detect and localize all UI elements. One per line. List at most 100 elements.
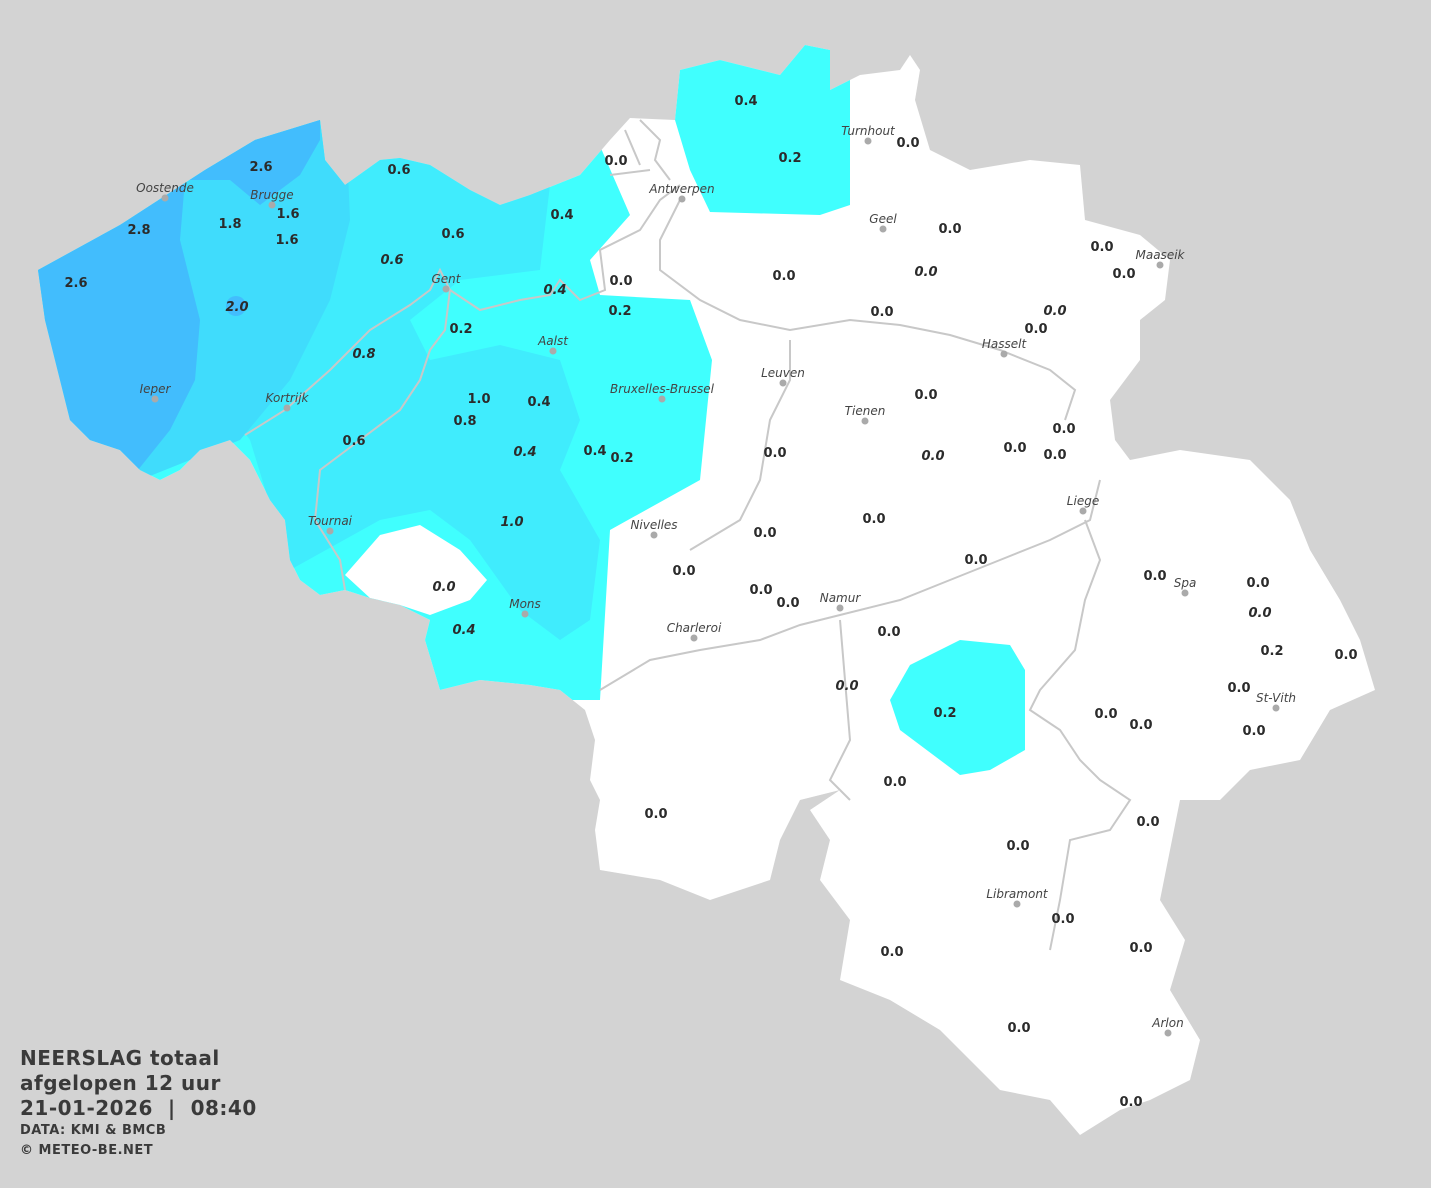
station-value: 0.0: [1248, 606, 1271, 621]
city-marker: [442, 285, 450, 293]
city-marker: [690, 634, 698, 642]
station-value: 1.6: [275, 233, 298, 248]
city-label: Nivelles: [630, 518, 677, 532]
city-label: Arlon: [1151, 1016, 1183, 1030]
station-value: 0.2: [608, 304, 631, 319]
city-marker: [650, 531, 658, 539]
station-value: 0.2: [778, 151, 801, 166]
city-marker: [836, 604, 844, 612]
city-marker: [1272, 704, 1280, 712]
station-value: 0.0: [672, 564, 695, 579]
legend-datetime: 21-01-2026 | 08:40: [20, 1096, 257, 1120]
city-label: Spa: [1174, 576, 1197, 590]
city-label: Charleroi: [667, 621, 722, 635]
station-value: 0.0: [1043, 304, 1066, 319]
city-marker: [161, 194, 169, 202]
map-legend: NEERSLAG totaal afgelopen 12 uur 21-01-2…: [20, 1046, 257, 1161]
station-value: 2.6: [249, 160, 272, 175]
city-marker: [1000, 350, 1008, 358]
station-value: 2.8: [127, 223, 150, 238]
city-label: Namur: [820, 591, 862, 605]
station-value: 0.4: [452, 623, 475, 638]
station-value: 0.4: [543, 283, 566, 298]
city-marker: [658, 395, 666, 403]
station-value: 0.0: [877, 625, 900, 640]
station-value: 0.4: [550, 208, 573, 223]
station-value: 0.0: [1051, 912, 1074, 927]
station-value: 0.0: [870, 305, 893, 320]
city-label: St-Vith: [1256, 691, 1296, 705]
city-labels: Oostende Brugge Gent Antwerpen Turnhout Geel M…: [136, 124, 1296, 1037]
city-label: Tienen: [845, 404, 886, 418]
city-marker: [283, 404, 291, 412]
station-value: 0.0: [763, 446, 786, 461]
station-value: 0.0: [964, 553, 987, 568]
city-marker: [864, 137, 872, 145]
station-value: 0.6: [387, 163, 410, 178]
station-value: 0.4: [734, 94, 757, 109]
station-value: 0.6: [441, 227, 464, 242]
legend-source: DATA: KMI & BMCB: [20, 1123, 167, 1138]
city-marker: [1013, 900, 1021, 908]
station-value: 0.8: [352, 347, 375, 362]
city-label: Hasselt: [982, 337, 1028, 351]
station-value: 0.0: [1136, 815, 1159, 830]
station-value: 0.0: [1112, 267, 1135, 282]
city-label: Maaseik: [1136, 248, 1186, 262]
station-value: 0.0: [1094, 707, 1117, 722]
city-label: Bruxelles-Brussel: [610, 382, 715, 396]
station-value: 0.0: [1227, 681, 1250, 696]
station-value: 0.0: [1334, 648, 1357, 663]
city-label: Kortrijk: [266, 391, 310, 405]
station-value: 0.0: [880, 945, 903, 960]
station-value: 0.0: [1006, 839, 1029, 854]
city-label: Oostende: [136, 181, 194, 195]
city-marker: [861, 417, 869, 425]
city-label: Gent: [432, 272, 462, 286]
city-marker: [879, 225, 887, 233]
station-value: 0.0: [1242, 724, 1265, 739]
station-value: 0.2: [449, 322, 472, 337]
station-value: 0.2: [933, 706, 956, 721]
station-value: 1.8: [218, 217, 241, 232]
station-value: 0.6: [380, 253, 403, 268]
station-value: 0.0: [609, 274, 632, 289]
station-value: 0.0: [776, 596, 799, 611]
station-value: 0.4: [527, 395, 550, 410]
city-marker: [1181, 589, 1189, 597]
station-value: 0.0: [432, 580, 455, 595]
station-values: 2.6 2.8 2.6 1.8 1.6 1.6 2.0 0.6 0.6 0.6 0.4 0.0 0.4 0…: [64, 94, 1357, 1110]
city-marker: [1079, 507, 1087, 515]
city-marker: [151, 395, 159, 403]
station-value: 0.6: [342, 434, 365, 449]
station-value: 1.0: [467, 392, 490, 407]
city-label: Aalst: [537, 334, 569, 348]
city-marker: [549, 347, 557, 355]
station-value: 0.0: [772, 269, 795, 284]
station-value: 0.0: [921, 449, 944, 464]
city-marker: [326, 527, 334, 535]
station-value: 0.0: [1007, 1021, 1030, 1036]
city-marker: [779, 379, 787, 387]
station-value: 0.0: [1043, 448, 1066, 463]
station-value: 0.0: [914, 265, 937, 280]
station-value: 2.6: [64, 276, 87, 291]
station-value: 0.8: [453, 414, 476, 429]
station-value: 0.4: [513, 445, 536, 460]
city-label: Ieper: [140, 382, 172, 396]
city-label: Turnhout: [841, 124, 896, 138]
station-value: 0.0: [644, 807, 667, 822]
station-value: 0.0: [1143, 569, 1166, 584]
station-value: 1.0: [500, 515, 523, 530]
station-value: 1.6: [276, 207, 299, 222]
station-value: 0.0: [938, 222, 961, 237]
city-label: Liege: [1067, 494, 1099, 508]
legend-period: afgelopen 12 uur: [20, 1071, 221, 1095]
city-label: Geel: [869, 212, 897, 226]
station-value: 0.2: [1260, 644, 1283, 659]
station-value: 0.0: [1003, 441, 1026, 456]
station-value: 0.0: [1246, 576, 1269, 591]
station-value: 0.0: [749, 583, 772, 598]
